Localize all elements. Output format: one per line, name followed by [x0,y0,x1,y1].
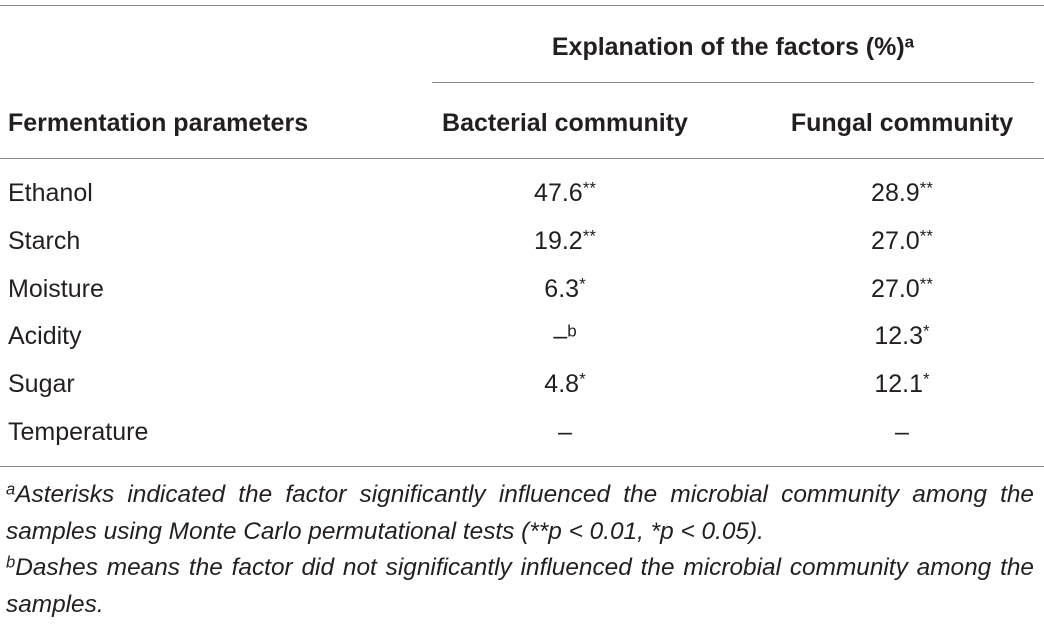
cell-text: Starch [8,226,81,255]
group-header-sup: a [904,32,915,52]
cell-text: 6.3 [544,274,580,303]
cell-text: – [553,322,568,351]
cell-sup: b [567,321,577,341]
footnote: aAsterisks indicated the factor signific… [6,477,1034,550]
footnote-mark: b [6,552,16,572]
table-cell: 19.2** [415,226,715,256]
group-rule [432,82,1034,83]
cell-sup: * [579,369,586,389]
table-cell: 12.3* [752,321,1044,351]
cell-text: – [895,418,909,446]
cell-text: Sugar [8,370,75,399]
footnotes: aAsterisks indicated the factor signific… [6,477,1034,623]
cell-sup: ** [919,273,933,293]
table-cell: Moisture [8,274,104,304]
cell-text: – [558,418,572,446]
table-cell: 28.9** [752,178,1044,208]
cell-text: 12.1 [874,370,924,399]
table-cell: 27.0** [752,274,1044,304]
cell-text: Ethanol [8,179,93,207]
cell-sup: * [579,273,586,293]
column-header: Fermentation parameters [8,109,309,137]
table-cell: Starch [8,226,80,256]
table-cell: –b [415,321,715,351]
cell-sup: * [923,369,930,389]
column-header: Bacterial community [442,109,688,137]
table-cell: – [415,417,715,447]
footnote: bDashes means the factor did not signifi… [6,550,1034,623]
table-cell: 4.8* [415,369,715,399]
table-cell: Acidity [8,321,82,351]
cell-sup: ** [582,226,596,246]
cell-sup: ** [919,178,933,198]
cell-text: 4.8 [544,370,580,399]
table-cell: 6.3* [415,274,715,304]
cell-sup: ** [919,226,933,246]
cell-text: 12.3 [874,322,924,351]
table-cell: 12.1* [752,369,1044,399]
footnote-mark: a [6,479,16,499]
cell-text: Moisture [8,274,104,303]
cell-text: Temperature [8,418,149,446]
table-cell: 27.0** [752,226,1044,256]
header-rule [0,158,1044,159]
column-header: Fungal community [790,109,1014,137]
cell-text: Acidity [8,322,82,351]
cell-sup: ** [582,178,596,198]
table-cell: Sugar [8,369,75,399]
group-header: Explanation of the factors (%)a [432,32,1034,62]
footnote-text: Asterisks indicated the factor significa… [6,481,1034,545]
group-header-text: Explanation of the factors (%) [551,33,905,61]
table-cell: Ethanol [8,178,93,208]
cell-sup: * [923,321,930,341]
table-cell: Temperature [8,417,148,447]
cell-text: 27.0 [871,274,920,303]
table-cell: – [752,417,1044,447]
cell-text: 47.6 [534,179,583,207]
bottom-rule [0,466,1044,467]
footnote-text: Dashes means the factor did not signific… [6,554,1034,618]
cell-text: 28.9 [871,179,920,207]
cell-text: 27.0 [871,226,920,255]
top-rule [0,5,1044,6]
cell-text: 19.2 [534,226,583,255]
table-cell: 47.6** [415,178,715,208]
